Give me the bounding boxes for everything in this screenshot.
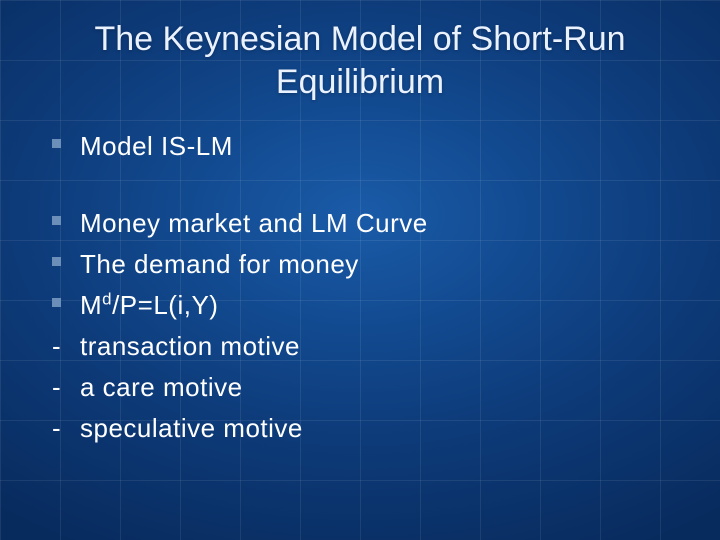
list-item: Model IS-LM	[52, 127, 680, 166]
text-after-sup: /P=L(i,Y)	[112, 290, 218, 320]
dash-bullet: -	[52, 327, 80, 366]
slide: The Keynesian Model of Short-Run Equilib…	[0, 0, 720, 540]
list-item: Money market and LM Curve	[52, 204, 680, 243]
list-item: -speculative motive	[52, 409, 680, 448]
list-item-text: Money market and LM Curve	[80, 204, 680, 243]
square-bullet-icon	[52, 286, 80, 307]
list-item: The demand for money	[52, 245, 680, 284]
square-bullet-icon	[52, 204, 80, 225]
list-item-text: transaction motive	[80, 327, 680, 366]
dash-bullet: -	[52, 368, 80, 407]
dash-bullet: -	[52, 409, 80, 448]
superscript: d	[102, 289, 112, 308]
slide-body: Model IS-LM Money market and LM CurveThe …	[40, 127, 680, 448]
list-item: -a care motive	[52, 368, 680, 407]
list-item: Md/P=L(i,Y)	[52, 286, 680, 325]
slide-title: The Keynesian Model of Short-Run Equilib…	[40, 18, 680, 103]
list-item-text: Model IS-LM	[80, 127, 680, 166]
slide-content: The Keynesian Model of Short-Run Equilib…	[0, 0, 720, 448]
list-item-text: Md/P=L(i,Y)	[80, 286, 680, 325]
spacer	[52, 168, 680, 202]
square-bullet-icon	[52, 127, 80, 148]
list-item-text: speculative motive	[80, 409, 680, 448]
list-item: -transaction motive	[52, 327, 680, 366]
square-bullet-icon	[52, 245, 80, 266]
list-item-text: a care motive	[80, 368, 680, 407]
list-item-text: The demand for money	[80, 245, 680, 284]
